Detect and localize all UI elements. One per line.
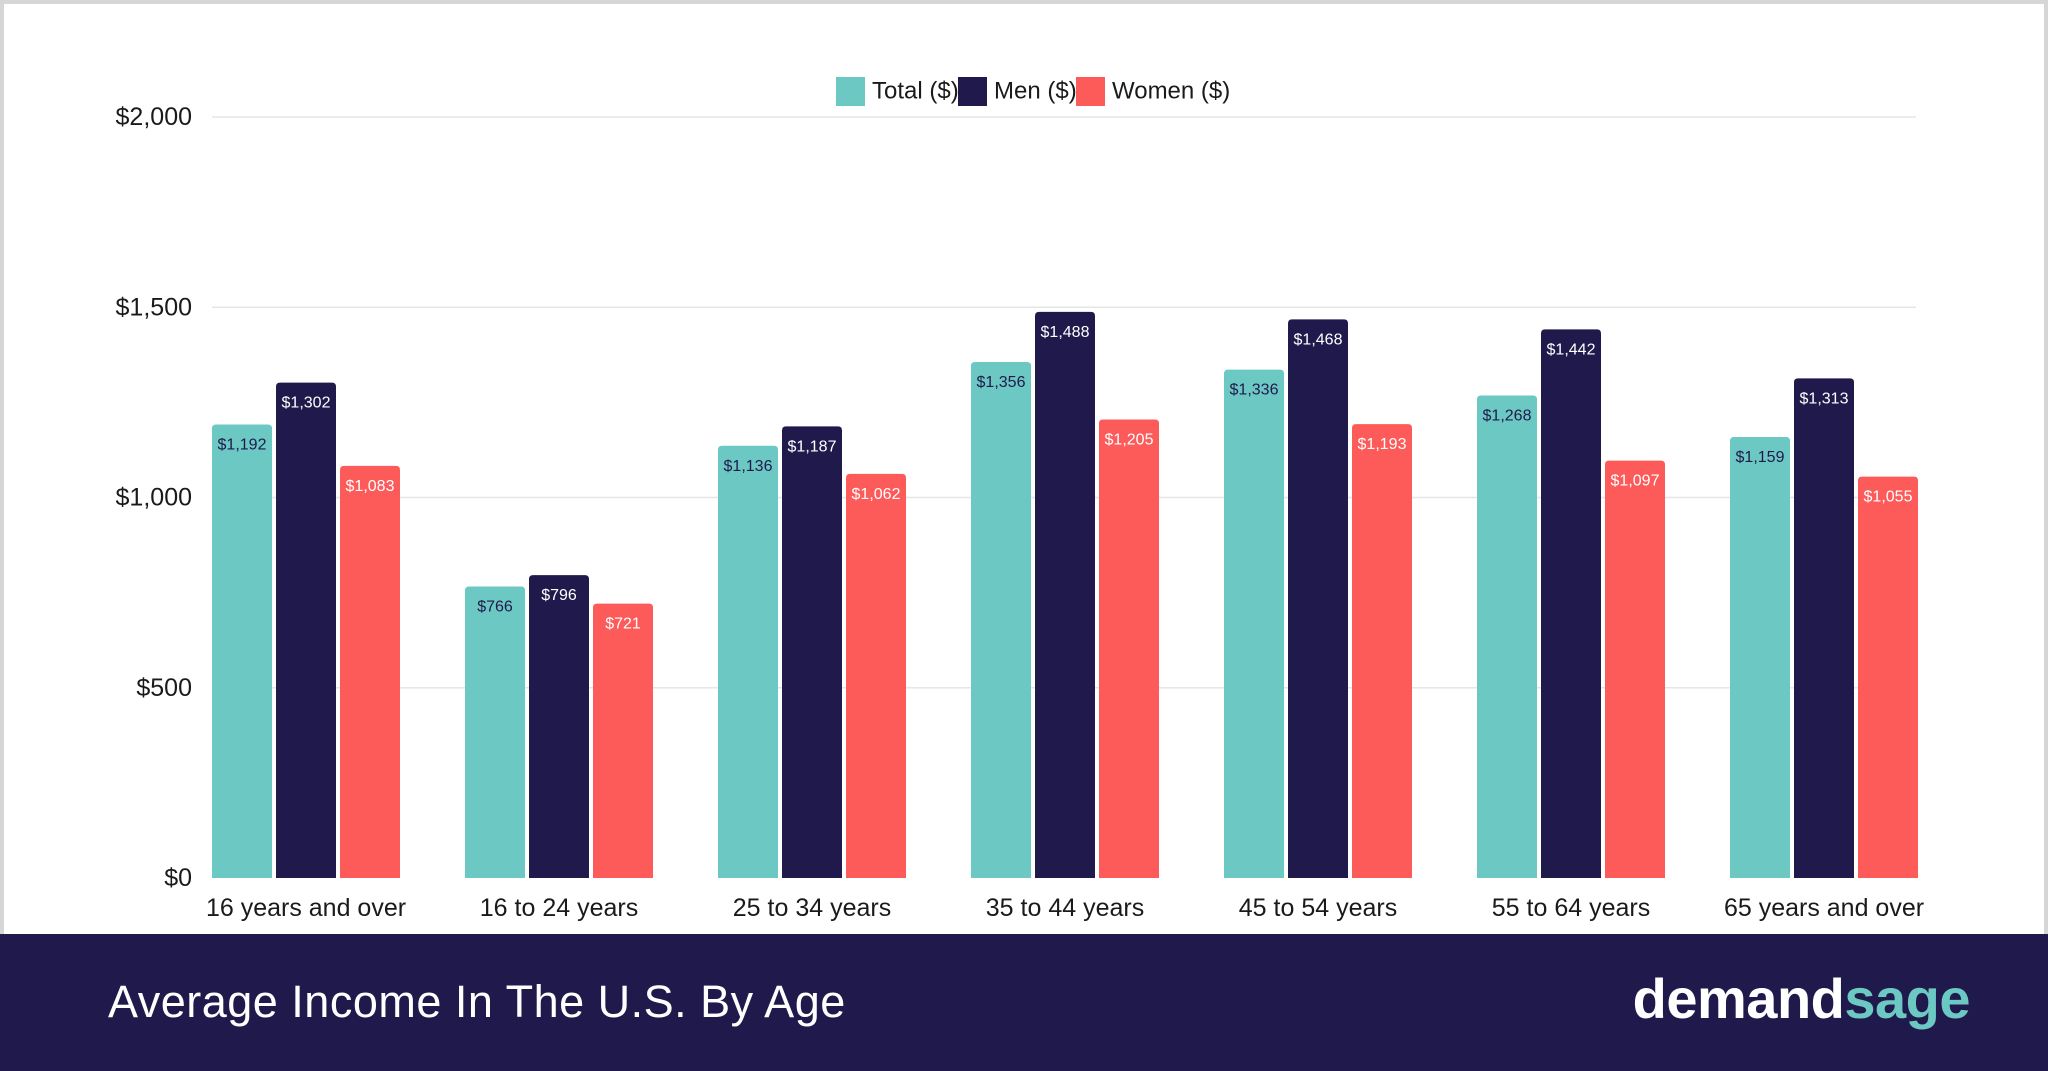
bar [465, 586, 525, 878]
bar [718, 445, 778, 878]
bar [971, 362, 1031, 878]
bar-value-label: $766 [477, 599, 513, 616]
bar [782, 426, 842, 878]
bar [340, 465, 400, 878]
bar [1477, 395, 1537, 878]
legend-swatch [836, 77, 865, 106]
y-tick-label: $2,000 [116, 103, 192, 131]
brand-logo: demandsage [1632, 966, 1971, 1031]
x-tick-label: 25 to 34 years [733, 894, 891, 922]
bar-value-label: $1,205 [1105, 431, 1154, 448]
bar-value-label: $1,268 [1483, 408, 1532, 425]
bar [1858, 476, 1918, 878]
bar-value-label: $1,356 [977, 374, 1026, 391]
x-tick-label: 65 years and over [1724, 894, 1924, 922]
bar-value-label: $1,062 [852, 486, 901, 503]
bar-value-label: $1,468 [1294, 331, 1343, 348]
bar-value-label: $796 [541, 587, 577, 604]
legend-swatch [958, 77, 987, 106]
y-tick-label: $1,000 [116, 484, 192, 512]
bar-value-label: $1,159 [1736, 449, 1785, 466]
legend-label: Women ($) [1112, 78, 1230, 105]
bar-chart: $0$500$1,000$1,500$2,000 $1,192$1,302$1,… [116, 77, 1924, 922]
bar-value-label: $1,083 [346, 478, 395, 495]
bar-value-label: $1,192 [218, 436, 267, 453]
bar-value-label: $721 [605, 616, 641, 633]
bar [1035, 311, 1095, 878]
bar [846, 473, 906, 878]
bar [1288, 319, 1348, 878]
bar [276, 382, 336, 878]
x-tick-label: 45 to 54 years [1239, 894, 1397, 922]
bar [529, 575, 589, 878]
y-tick-label: $500 [136, 674, 192, 702]
bar-value-label: $1,302 [282, 395, 331, 412]
legend-label: Men ($) [994, 78, 1077, 105]
legend: Total ($) Men ($) Women ($) [836, 77, 1230, 106]
brand-logo-part1: demand [1632, 967, 1845, 1030]
x-tick-label: 35 to 44 years [986, 894, 1144, 922]
x-tick-label: 55 to 64 years [1492, 894, 1650, 922]
x-axis-ticks: 16 years and over 16 to 24 years 25 to 34 … [206, 894, 1924, 922]
bar-value-label: $1,488 [1041, 324, 1090, 341]
brand-logo-part2: sage [1844, 967, 1970, 1030]
bar [593, 603, 653, 878]
bar [1352, 424, 1412, 878]
bar-value-label: $1,136 [724, 458, 773, 475]
chart-title: Average Income In The U.S. By Age [108, 976, 846, 1027]
bar [1730, 437, 1790, 878]
x-tick-label: 16 years and over [206, 894, 406, 922]
y-axis-ticks: $0 $500 $1,000 $1,500 $2,000 [116, 103, 192, 892]
bar-value-label: $1,097 [1611, 473, 1660, 490]
y-tick-label: $0 [164, 864, 192, 892]
bar [212, 424, 272, 878]
bar-value-label: $1,193 [1358, 436, 1407, 453]
bars: $1,192 $1,302 $1,083 $766 $796 $721 $1,136 $1,1… [212, 311, 1918, 879]
bar-value-label: $1,336 [1230, 382, 1279, 399]
y-tick-label: $1,500 [116, 293, 192, 321]
legend-label: Total ($) [872, 78, 959, 105]
bar [1605, 460, 1665, 878]
bar [1794, 378, 1854, 878]
bar [1541, 329, 1601, 879]
bar-value-label: $1,187 [788, 438, 837, 455]
bar-value-label: $1,313 [1800, 390, 1849, 407]
x-tick-label: 16 to 24 years [480, 894, 638, 922]
legend-swatch [1076, 77, 1105, 106]
footer-banner: Average Income In The U.S. By Age demand… [0, 934, 2048, 1071]
bar-value-label: $1,442 [1547, 341, 1596, 358]
bar-value-label: $1,055 [1864, 489, 1913, 506]
bar [1099, 419, 1159, 878]
bar [1224, 369, 1284, 878]
